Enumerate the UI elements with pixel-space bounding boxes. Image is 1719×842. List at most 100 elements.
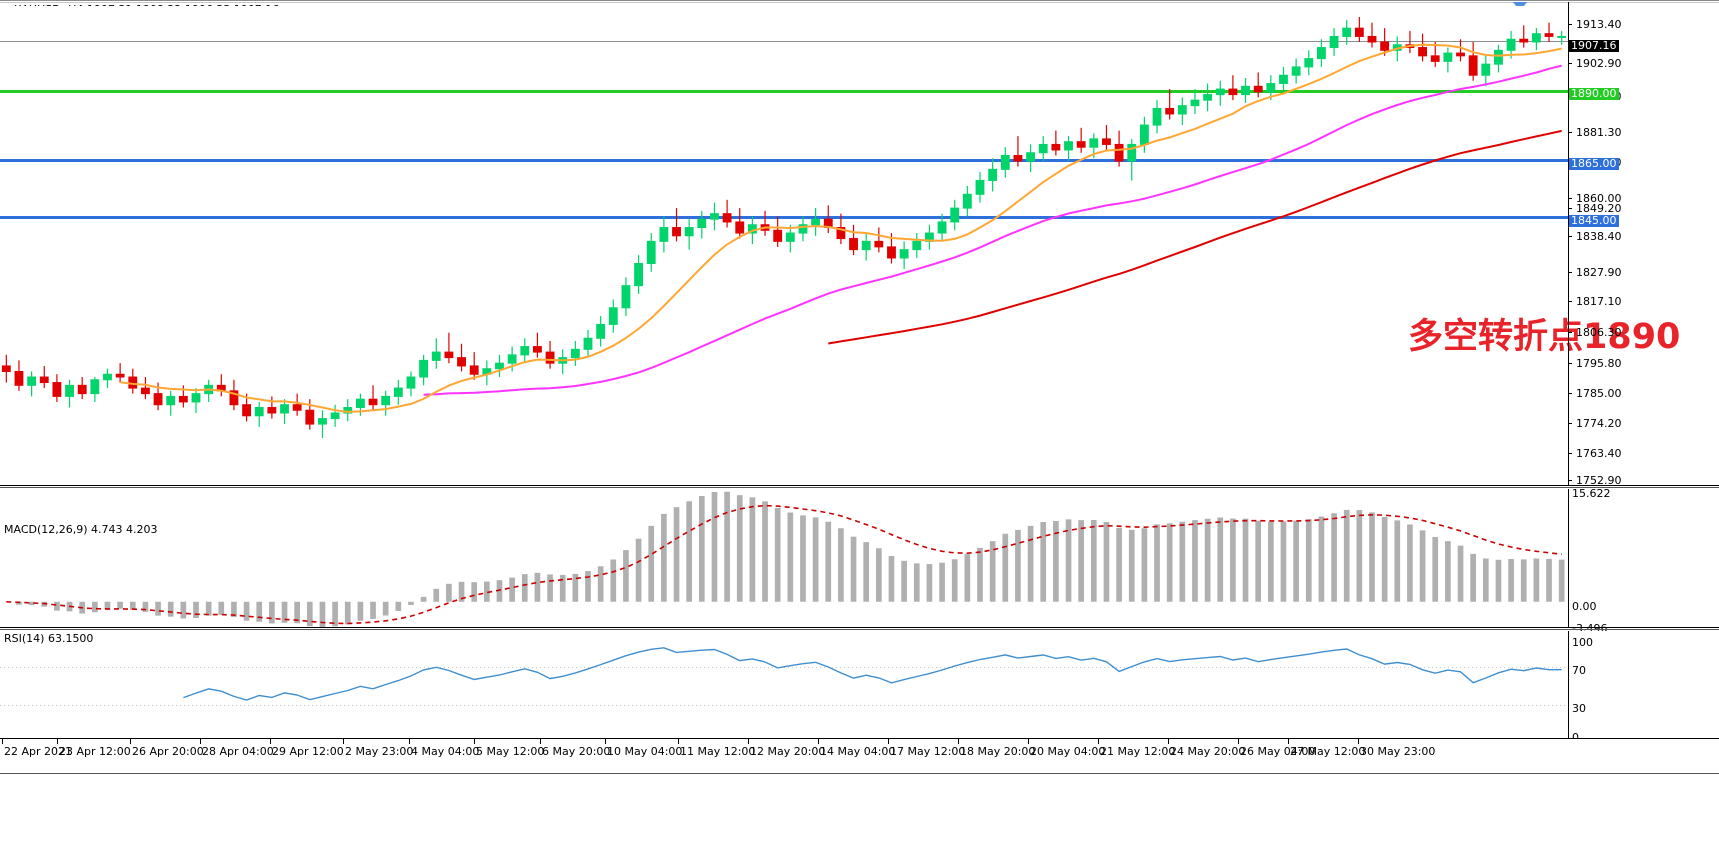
price-tick-mark xyxy=(1568,63,1572,64)
price-tick-mark xyxy=(1568,332,1572,333)
price-tick-mark xyxy=(1568,301,1572,302)
time-axis[interactable]: 22 Apr 2021 23 Apr 12:00 26 Apr 20:00 28 Ap… xyxy=(0,739,1719,779)
time-tick-label: 2 May 23:00 xyxy=(345,745,414,758)
macd-rsi-separator-2 xyxy=(0,629,1719,630)
rsi-tick-label: 100 xyxy=(1572,636,1593,649)
time-tick-label: 22 Apr 2021 xyxy=(4,745,73,758)
chart-annotation: 多空转折点1890 xyxy=(1408,317,1681,357)
price-tick-label: 1763.40 xyxy=(1576,447,1622,460)
time-tick-mark xyxy=(2,739,3,744)
macd-panel-label: MACD(12,26,9) 4.743 4.203 xyxy=(4,523,158,536)
price-tick-label: 1752.90 xyxy=(1576,474,1622,487)
macd-tick-label: 0.00 xyxy=(1572,600,1597,613)
rsi-tick-label: 0 xyxy=(1572,732,1579,743)
price-axis-line xyxy=(1568,2,1569,485)
time-axis-top-border xyxy=(0,738,1719,739)
price-tick-label: 1913.40 xyxy=(1576,18,1622,31)
macd-axis-line xyxy=(1568,489,1569,627)
level-label-1865: 1865.00 xyxy=(1569,157,1619,170)
macd-tick-label: -3.496 xyxy=(1572,623,1607,634)
time-tick-mark xyxy=(1098,739,1099,744)
rsi-level-30-line xyxy=(0,705,1568,706)
price-tick-label: 1838.40 xyxy=(1576,230,1622,243)
price-tick-label: 1849.20 xyxy=(1576,202,1622,215)
macd-panel[interactable]: MACD(12,26,9) 4.743 4.203 xyxy=(0,489,1719,627)
time-tick-label: 30 May 23:00 xyxy=(1360,745,1436,758)
price-tick-label: 1881.30 xyxy=(1576,126,1622,139)
price-tick-label: 1795.80 xyxy=(1576,357,1622,370)
time-tick-mark xyxy=(343,739,344,744)
time-tick-mark xyxy=(57,739,58,744)
time-tick-label: 24 May 20:00 xyxy=(1170,745,1246,758)
level-label-1890: 1890.00 xyxy=(1569,87,1619,100)
price-macd-separator-2 xyxy=(0,487,1719,488)
time-tick-label: 29 Apr 12:00 xyxy=(272,745,344,758)
time-tick-label: 11 May 12:00 xyxy=(680,745,756,758)
price-tick-label: 1817.10 xyxy=(1576,295,1622,308)
level-line-1865 xyxy=(0,159,1568,162)
macd-scale[interactable]: 15.622 0.00 -3.496 xyxy=(1568,488,1719,634)
price-plot xyxy=(1,17,1567,438)
price-tick-mark xyxy=(1568,132,1572,133)
time-tick-label: 17 May 12:00 xyxy=(890,745,966,758)
time-tick-mark xyxy=(1168,739,1169,744)
time-tick-label: 21 May 12:00 xyxy=(1100,745,1176,758)
time-tick-mark xyxy=(474,739,475,744)
time-tick-mark xyxy=(748,739,749,744)
time-tick-mark xyxy=(409,739,410,744)
price-tick-label: 1806.30 xyxy=(1576,326,1622,339)
time-tick-mark xyxy=(1358,739,1359,744)
rsi-tick-label: 30 xyxy=(1572,702,1586,715)
time-tick-label: 14 May 04:00 xyxy=(820,745,896,758)
price-tick-mark xyxy=(1568,24,1572,25)
macd-plot xyxy=(6,491,1565,627)
price-tick-label: 1902.90 xyxy=(1576,57,1622,70)
time-tick-label: 5 May 12:00 xyxy=(476,745,545,758)
time-tick-mark xyxy=(958,739,959,744)
time-tick-mark xyxy=(1028,739,1029,744)
price-tick-mark xyxy=(1568,272,1572,273)
time-tick-label: 23 Apr 12:00 xyxy=(59,745,131,758)
time-tick-mark xyxy=(1238,739,1239,744)
time-tick-mark xyxy=(130,739,131,744)
time-tick-mark xyxy=(270,739,271,744)
level-label-1845: 1845.00 xyxy=(1569,214,1619,227)
time-tick-mark xyxy=(1288,739,1289,744)
time-tick-label: 6 May 20:00 xyxy=(542,745,611,758)
level-line-1890 xyxy=(0,90,1568,93)
time-tick-label: 27 May 12:00 xyxy=(1290,745,1366,758)
time-tick-mark xyxy=(200,739,201,744)
price-tick-mark xyxy=(1568,363,1572,364)
last-price-line xyxy=(0,41,1568,42)
price-tick-mark xyxy=(1568,208,1572,209)
rsi-panel-label: RSI(14) 63.1500 xyxy=(4,632,94,645)
time-tick-label: 28 Apr 04:00 xyxy=(202,745,274,758)
time-tick-mark xyxy=(678,739,679,744)
level-line-1845 xyxy=(0,216,1568,219)
price-tick-label: 1785.00 xyxy=(1576,387,1622,400)
rsi-axis-line xyxy=(1568,631,1569,738)
time-tick-label: 4 May 04:00 xyxy=(411,745,480,758)
window-top-border xyxy=(0,0,1719,1)
rsi-panel[interactable]: RSI(14) 63.1500 xyxy=(0,631,1719,738)
price-scale[interactable]: 1913.401902.901892.101881.301870.801860.… xyxy=(1568,0,1719,486)
macd-rsi-separator xyxy=(0,627,1719,628)
time-tick-label: 12 May 20:00 xyxy=(750,745,826,758)
rsi-plot xyxy=(183,647,1562,701)
price-tick-mark xyxy=(1568,423,1572,424)
price-tick-mark xyxy=(1568,236,1572,237)
rsi-tick-label: 70 xyxy=(1572,664,1586,677)
price-tick-label: 1860.00 xyxy=(1576,192,1622,205)
price-panel[interactable]: 多空转折点1890 xyxy=(0,6,1719,485)
time-tick-mark xyxy=(818,739,819,744)
price-tick-mark xyxy=(1568,198,1572,199)
price-tick-mark xyxy=(1568,480,1572,481)
price-macd-separator xyxy=(0,485,1719,486)
time-tick-label: 26 May 04:00 xyxy=(1240,745,1316,758)
time-tick-label: 26 Apr 20:00 xyxy=(132,745,204,758)
time-tick-label: 10 May 04:00 xyxy=(607,745,683,758)
window-top-border-secondary xyxy=(0,2,1719,3)
rsi-scale[interactable]: 100 70 30 0 xyxy=(1568,631,1719,743)
time-tick-mark xyxy=(605,739,606,744)
